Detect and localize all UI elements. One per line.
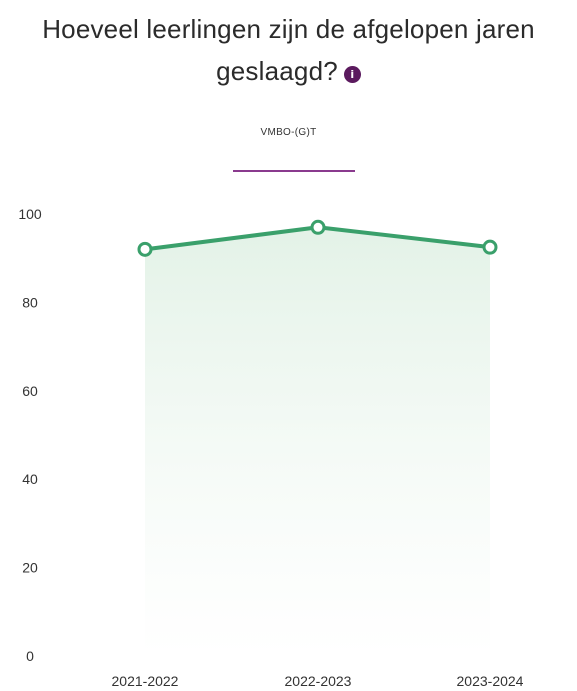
data-point[interactable] <box>310 219 326 235</box>
chart-title-line-2: geslaagd? i <box>0 50 577 92</box>
y-tick-label: 60 <box>22 383 38 399</box>
chart-legend: VMBO-(G)T <box>0 122 577 172</box>
x-tick-label: 2023-2024 <box>457 673 524 689</box>
chart-title-line-2-text: geslaagd? <box>216 56 338 86</box>
y-tick-label: 0 <box>26 648 34 664</box>
x-tick-label: 2021-2022 <box>112 673 179 689</box>
info-icon[interactable]: i <box>343 66 361 83</box>
data-point[interactable] <box>482 239 498 255</box>
series-area <box>145 227 490 656</box>
legend-label[interactable]: VMBO-(G)T <box>260 127 317 138</box>
x-tick-label: 2022-2023 <box>285 673 352 689</box>
y-tick-label: 40 <box>22 471 38 487</box>
y-tick-label: 80 <box>22 294 38 310</box>
chart-title: Hoeveel leerlingen zijn de afgelopen jar… <box>0 8 577 92</box>
data-point[interactable] <box>137 241 153 257</box>
y-tick-label: 20 <box>22 560 38 576</box>
chart-title-line-1: Hoeveel leerlingen zijn de afgelopen jar… <box>42 14 535 44</box>
legend-swatch <box>233 170 355 172</box>
y-tick-label: 100 <box>18 206 42 222</box>
